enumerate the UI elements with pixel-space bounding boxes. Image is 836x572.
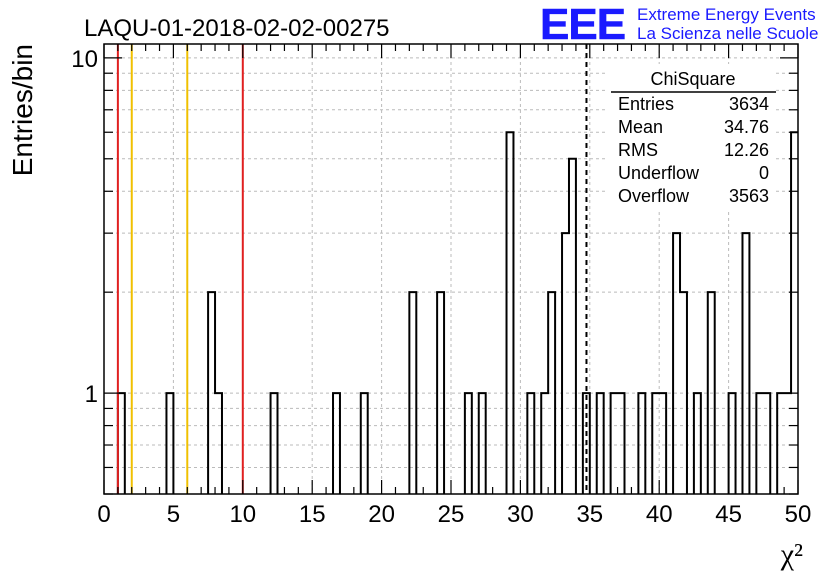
- stats-row-label: Underflow: [618, 163, 700, 183]
- x-tick-label: 15: [299, 501, 326, 528]
- x-tick-label: 30: [507, 501, 534, 528]
- y-tick-label: 1: [85, 381, 98, 408]
- stats-row-value: 3634: [729, 94, 769, 114]
- x-tick-label: 40: [646, 501, 673, 528]
- y-axis-label: Entries/bin: [7, 44, 38, 176]
- axis-ticks: 0 5 10 15 20 25 30 35 40 45 50 1 10: [71, 44, 811, 528]
- project-line2: La Scienza nelle Scuole: [637, 24, 818, 43]
- x-tick-label: 35: [576, 501, 603, 528]
- histogram-outline: [116, 131, 798, 494]
- x-tick-label: 5: [167, 501, 180, 528]
- stats-row-value: 3563: [729, 186, 769, 206]
- stats-title: ChiSquare: [650, 69, 735, 89]
- eee-logo: EEE: [540, 0, 625, 49]
- x-axis-label: χ²: [780, 538, 803, 571]
- stats-rows: Entries 3634 Mean 34.76 RMS 12.26 Underflow 0 Ov…: [618, 94, 769, 206]
- x-tick-label: 45: [715, 501, 742, 528]
- stats-box-background: [608, 64, 776, 212]
- stats-row-label: Mean: [618, 117, 663, 137]
- reference-lines: [116, 44, 588, 494]
- x-tick-label: 10: [229, 501, 256, 528]
- histogram-step-line: [116, 131, 798, 494]
- project-line1: Extreme Energy Events: [637, 5, 816, 24]
- stats-row-label: Entries: [618, 94, 674, 114]
- stats-row-label: Overflow: [618, 186, 690, 206]
- stats-row-label: RMS: [618, 140, 658, 160]
- run-title: LAQU-01-2018-02-02-00275: [84, 15, 390, 42]
- x-tick-label: 20: [368, 501, 395, 528]
- x-tick-label: 25: [438, 501, 465, 528]
- x-tick-label: 50: [785, 501, 812, 528]
- y-tick-label: 10: [71, 46, 98, 73]
- stats-row-value: 12.26: [724, 140, 769, 160]
- stats-row-value: 0: [759, 163, 769, 183]
- stats-row-value: 34.76: [724, 117, 769, 137]
- stats-box: ChiSquare Entries 3634 Mean 34.76 RMS 12.26 Un…: [608, 64, 776, 212]
- x-tick-label: 0: [97, 501, 110, 528]
